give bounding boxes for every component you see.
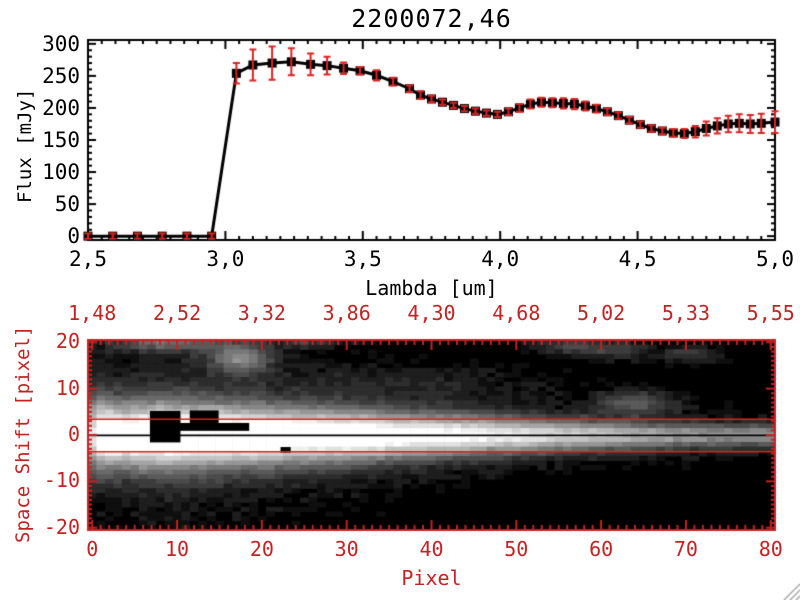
spectrum-x-axis-label: Lambda [um]: [365, 276, 498, 300]
image-x-tick-label: 30: [334, 537, 359, 561]
spectrum-x-tick-label: 3,0: [206, 247, 245, 271]
spectrum-x-tick-label: 4,5: [618, 247, 657, 271]
spectrum-y-tick-label: 100: [42, 160, 80, 185]
image-top-wavelength-label: 2,52: [152, 301, 202, 325]
spectrum-x-tick-label: 3,5: [343, 247, 382, 271]
spectrum-y-tick-label: 200: [42, 95, 80, 120]
spectrum-x-tick-label: 2,5: [69, 247, 107, 271]
resize-grip[interactable]: [784, 584, 800, 600]
spectrum-y-tick-label: 250: [42, 63, 80, 88]
image-top-wavelength-label: 4,30: [407, 301, 456, 325]
image-y-tick-label: 0: [67, 422, 80, 446]
image-y-tick-label: 10: [55, 375, 80, 400]
image-top-wavelength-label: 3,32: [237, 301, 286, 325]
image-y-tick-label: 20: [55, 329, 80, 354]
spectrum-x-tick-label: 4,0: [481, 247, 520, 271]
spectrum-y-tick-label: 50: [54, 192, 80, 217]
image-x-tick-label: 80: [758, 537, 783, 561]
spectrum-x-tick-label: 5,0: [756, 247, 794, 271]
image-x-tick-label: 40: [419, 537, 444, 561]
image-x-tick-label: 0: [86, 537, 99, 561]
image-top-wavelength-label: 5,55: [746, 301, 795, 325]
plot-title: 2200072,46: [351, 4, 512, 33]
spectrum-y-tick-label: 150: [42, 128, 80, 152]
image-top-wavelength-label: 5,33: [661, 301, 711, 325]
image-top-wavelength-label: 5,02: [577, 301, 626, 325]
image-top-wavelength-label: 1,48: [68, 301, 117, 325]
spectrum-y-tick-label: 0: [67, 224, 80, 249]
image-x-tick-label: 70: [673, 537, 698, 561]
image-top-wavelength-label: 4,68: [492, 301, 541, 325]
spectrum-y-tick-label: 300: [42, 31, 80, 56]
image-x-tick-label: 50: [504, 537, 529, 561]
image-x-tick-label: 60: [589, 537, 614, 561]
image-x-axis-label: Pixel: [401, 566, 462, 590]
image-x-tick-label: 20: [249, 537, 274, 561]
image-top-wavelength-label: 3,86: [322, 301, 371, 325]
image-y-tick-label: -20: [43, 514, 80, 539]
image-x-tick-label: 10: [165, 537, 190, 561]
image-y-tick-label: -10: [43, 468, 80, 493]
